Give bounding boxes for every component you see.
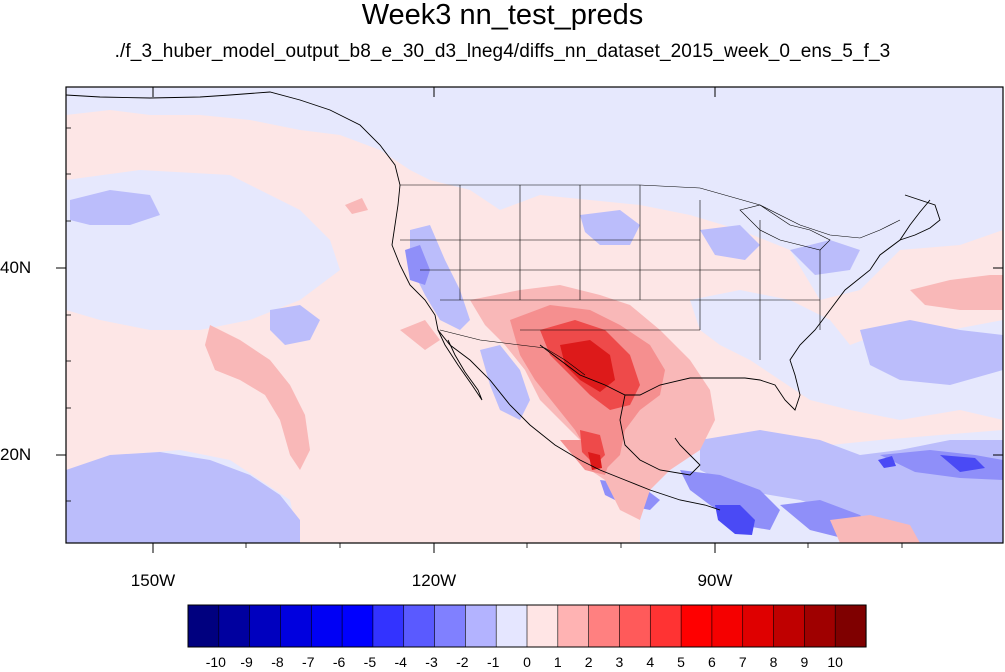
colorbar-label: -9 [240,654,253,670]
colorbar-label: 6 [708,654,716,670]
colorbar-label: 3 [615,654,624,670]
coastlines [66,91,941,511]
colorbar-label: 2 [584,654,593,670]
lon-label-120w: 120W [411,571,457,590]
colorbar-label: 4 [646,654,655,670]
colorbar-label: -10 [205,654,226,670]
colorbar-label: 0 [523,654,531,670]
colorbar-label: -3 [425,654,438,670]
lat-label-20n: 20N [0,445,32,464]
map-subtitle: ./f_3_huber_model_output_b8_e_30_d3_lneg… [114,41,891,62]
axis-ticks [56,87,1003,553]
colorbar-label: -5 [363,654,377,670]
colorbar-label: -1 [486,654,500,670]
lon-label-150w: 150W [130,571,176,590]
colorbar-label: 5 [677,654,685,670]
field-negative-east [690,290,1003,420]
colorbar-label: -2 [456,654,469,670]
colorbar-label: -4 [394,654,407,670]
colorbar-label: 9 [800,654,809,670]
colorbar-label: 10 [827,654,843,670]
map-title: Week3 nn_test_preds [361,0,644,31]
state-borders [400,184,901,376]
colorbar-label: -8 [271,654,284,670]
lon-label-90w: 90W [697,571,733,590]
colorbar-label: 1 [553,654,562,670]
lat-label-40n: 40N [0,258,32,277]
minor-ticks [66,127,903,548]
colorbar-label: 7 [738,654,747,670]
colorbar-label: -7 [302,654,315,670]
colorbar-label: 8 [769,654,778,670]
field-negative-north [66,87,1003,300]
colorbar-label: -6 [332,654,346,670]
